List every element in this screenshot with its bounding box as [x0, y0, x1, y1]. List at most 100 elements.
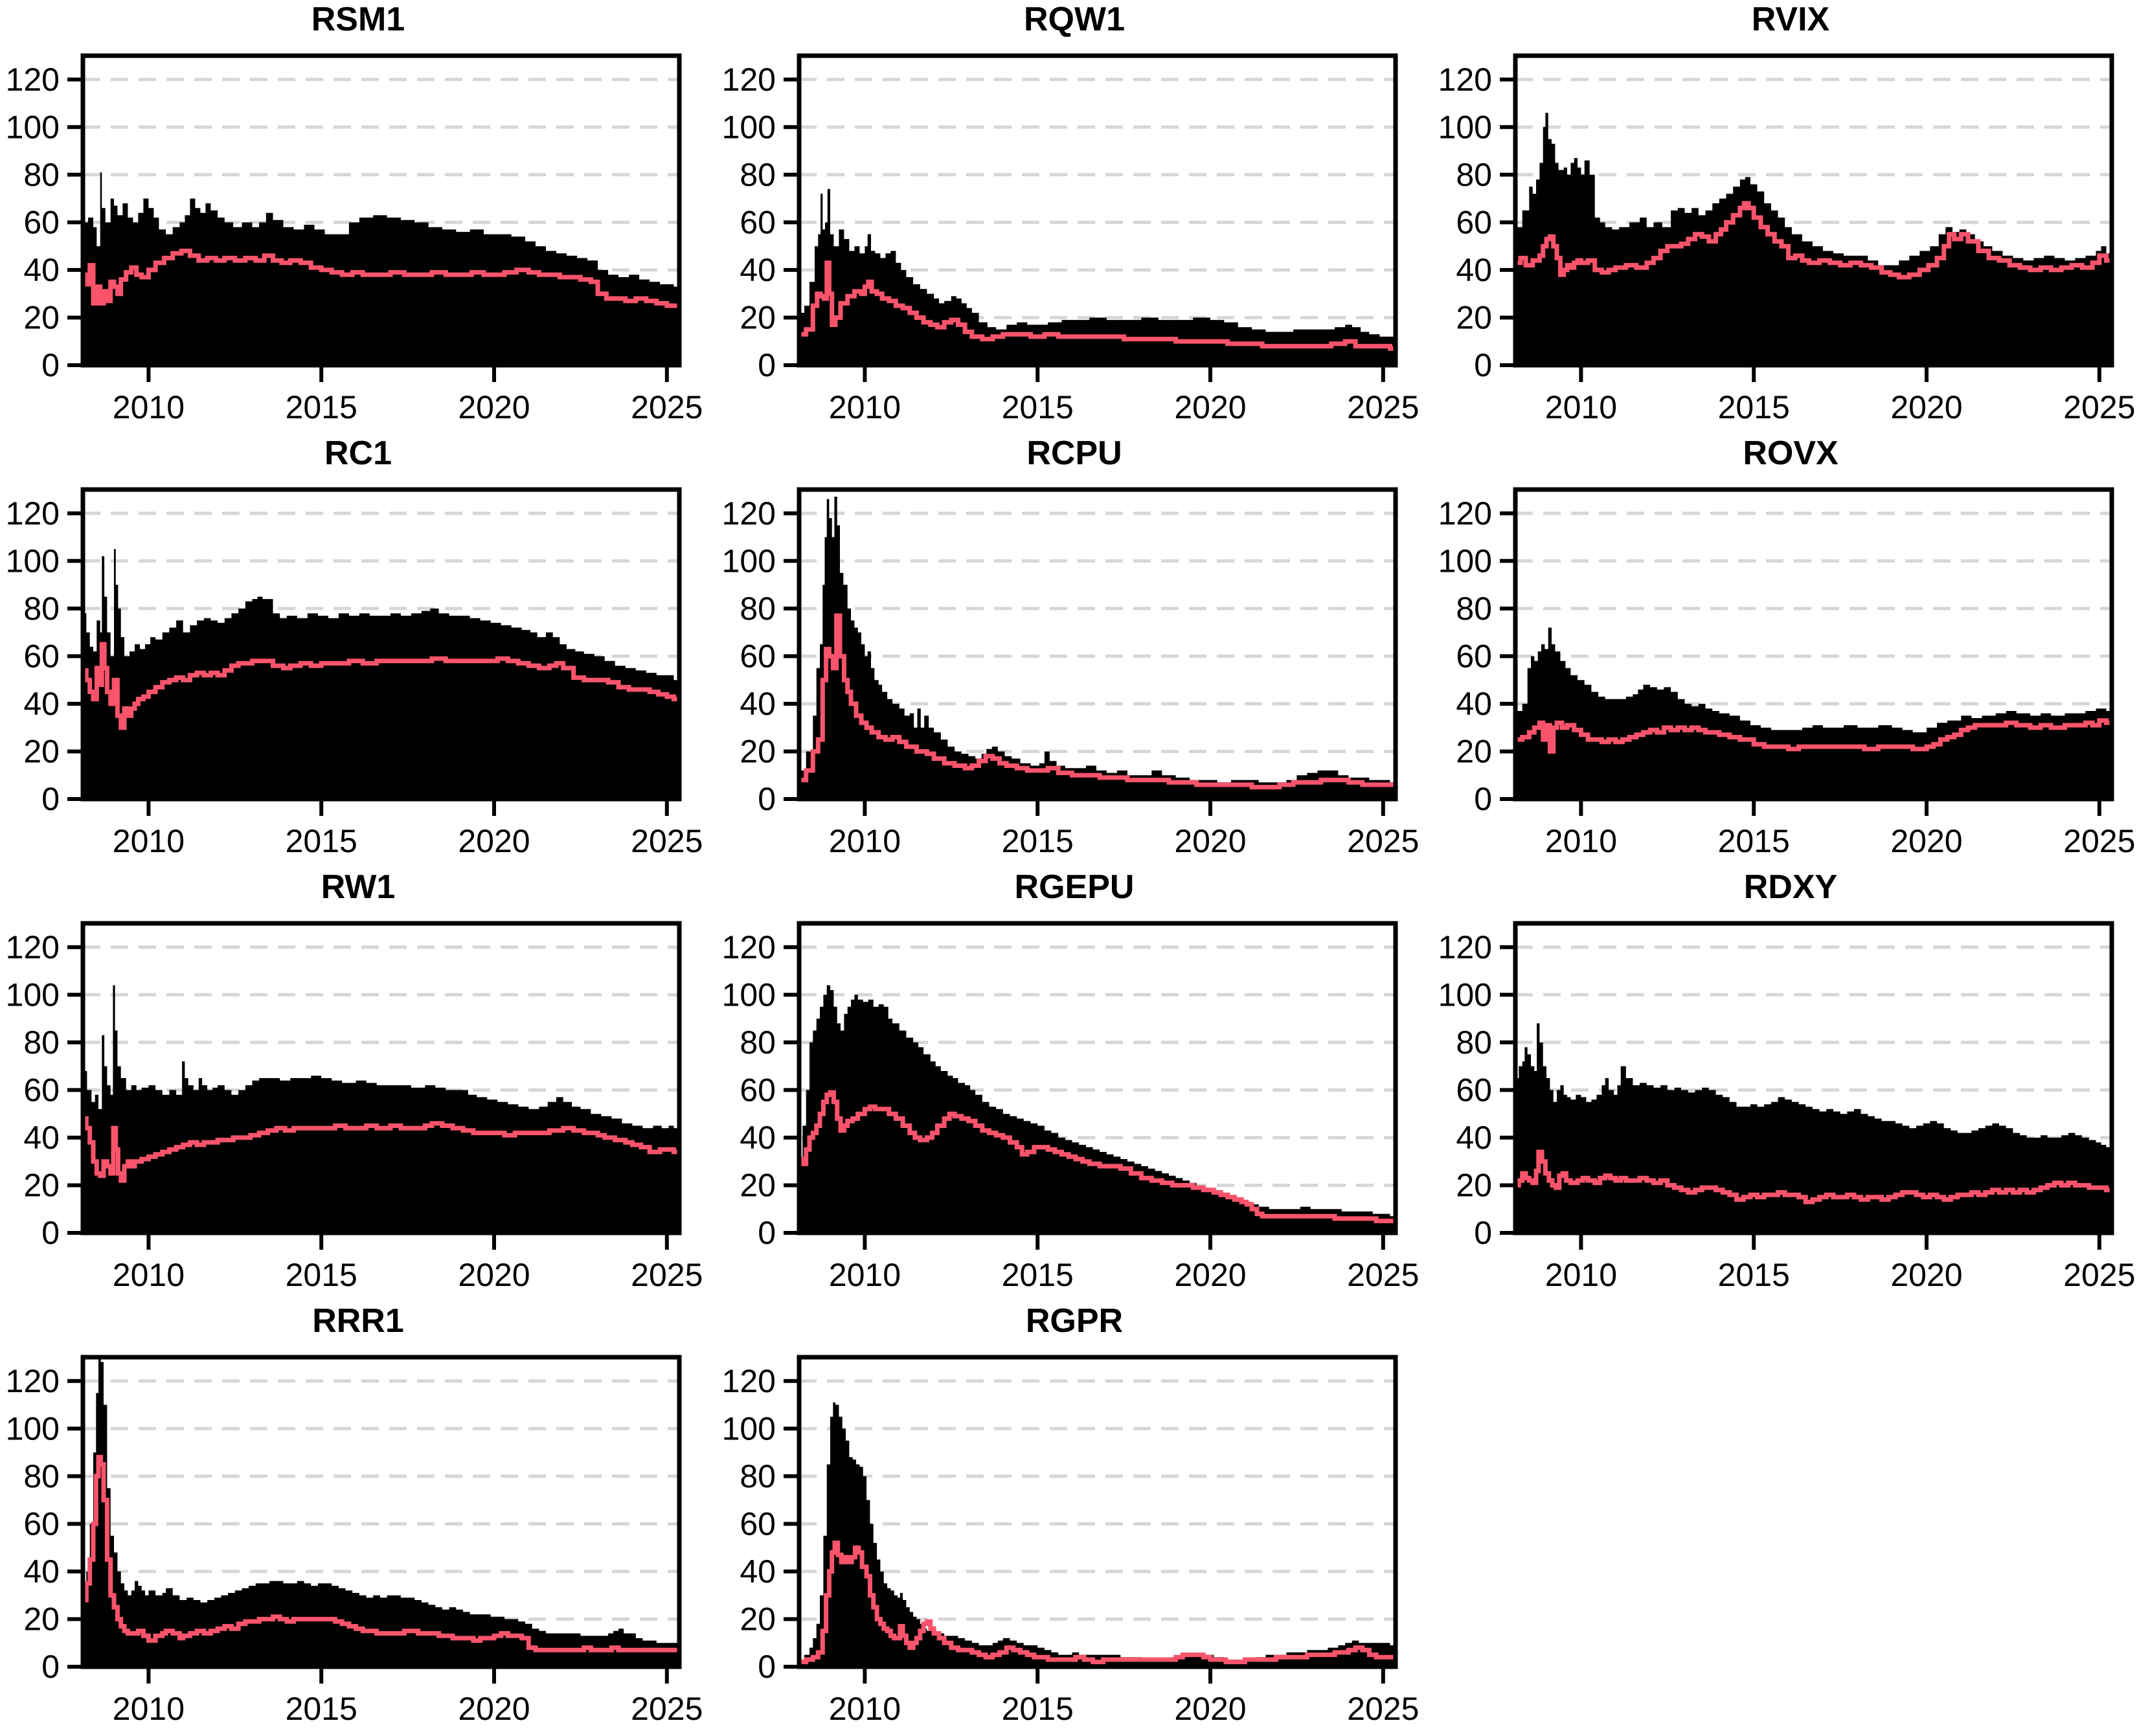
svg-text:20: 20	[1456, 300, 1492, 336]
svg-text:40: 40	[1456, 1120, 1492, 1156]
chart-title-rc1: RC1	[324, 434, 392, 472]
chart-canvas-rsm1: 0 20 40 60 80 100 120 2010 2015 2020 2025	[6, 53, 703, 425]
svg-text:2015: 2015	[286, 389, 357, 425]
svg-text:20: 20	[23, 1167, 60, 1204]
svg-text:60: 60	[740, 1505, 776, 1542]
svg-text:0: 0	[41, 347, 60, 383]
svg-text:60: 60	[23, 638, 60, 674]
empty-cell	[1432, 1302, 2149, 1735]
chart-title-rsm1: RSM1	[311, 1, 405, 38]
svg-text:80: 80	[23, 591, 60, 627]
chart-rgepu-cell: RGEPU 0 20 40 60 80 100 120 2010 2015 2020 2025	[716, 868, 1432, 1302]
chart-title-rw1: RW1	[321, 868, 396, 906]
svg-text:20: 20	[1456, 734, 1492, 770]
chart-canvas-rcpu: 0 20 40 60 80 100 120 2010 2015 2020 2025	[722, 487, 1419, 859]
svg-text:120: 120	[6, 929, 60, 965]
chart-title-rgpr: RGPR	[1025, 1302, 1124, 1340]
chart-canvas-rc1: 0 20 40 60 80 100 120 2010 2015 2020 2025	[6, 487, 703, 859]
svg-text:2020: 2020	[1174, 389, 1246, 425]
svg-text:100: 100	[6, 109, 60, 145]
chart-title-rdxy: RDXY	[1743, 868, 1838, 906]
svg-text:2020: 2020	[1174, 1257, 1246, 1293]
svg-text:40: 40	[1456, 252, 1492, 288]
svg-text:40: 40	[740, 686, 776, 722]
svg-text:2015: 2015	[1718, 823, 1790, 859]
chart-rrr1-cell: RRR1 0 20 40 60 80 100 120 2010 2015 2020 2025	[0, 1302, 716, 1735]
svg-text:0: 0	[758, 347, 776, 383]
svg-text:80: 80	[23, 157, 60, 193]
chart-rw1-cell: RW1 0 20 40 60 80 100 120 2010 2015 2020 2025	[0, 868, 716, 1302]
svg-text:60: 60	[1456, 638, 1492, 674]
svg-text:2020: 2020	[458, 389, 530, 425]
svg-text:2020: 2020	[458, 823, 530, 859]
svg-text:2015: 2015	[1718, 389, 1790, 425]
svg-text:0: 0	[1474, 781, 1492, 817]
svg-text:2015: 2015	[1002, 823, 1074, 859]
svg-text:2025: 2025	[2063, 823, 2135, 859]
svg-text:2025: 2025	[2063, 389, 2135, 425]
chart-rqw1-cell: RQW1 0 20 40 60 80 100 120 2010 2015 2020 2025	[716, 0, 1432, 434]
svg-text:0: 0	[758, 1649, 776, 1685]
chart-rc1-cell: RC1 0 20 40 60 80 100 120 2010 2015 2020 2025	[0, 434, 716, 868]
svg-text:40: 40	[1456, 686, 1492, 722]
svg-text:0: 0	[1474, 347, 1492, 383]
svg-text:20: 20	[740, 1167, 776, 1204]
chart-rsm1-cell: RSM1 0 20 40 60 80 100 120 2010 2015 2020 2025	[0, 0, 716, 434]
svg-text:2025: 2025	[631, 389, 703, 425]
svg-text:80: 80	[740, 1458, 776, 1494]
svg-text:100: 100	[1438, 976, 1492, 1013]
svg-text:2020: 2020	[1174, 1691, 1246, 1727]
chart-canvas-rvix: 0 20 40 60 80 100 120 2010 2015 2020 2025	[1438, 53, 2135, 425]
chart-title-rqw1: RQW1	[1024, 1, 1125, 38]
svg-text:80: 80	[1456, 591, 1492, 627]
svg-text:100: 100	[6, 543, 60, 579]
svg-text:60: 60	[1456, 204, 1492, 240]
svg-text:2010: 2010	[113, 1691, 185, 1727]
svg-text:80: 80	[740, 157, 776, 193]
svg-text:120: 120	[722, 929, 776, 965]
svg-text:20: 20	[1456, 1167, 1492, 1204]
chart-rvix-cell: RVIX 0 20 40 60 80 100 120 2010 2015 2020 2025	[1432, 0, 2149, 434]
svg-text:2010: 2010	[113, 389, 185, 425]
svg-text:2010: 2010	[1545, 389, 1617, 425]
svg-text:2020: 2020	[1174, 823, 1246, 859]
svg-text:0: 0	[41, 1215, 60, 1251]
chart-canvas-rgepu: 0 20 40 60 80 100 120 2010 2015 2020 2025	[722, 921, 1419, 1293]
svg-text:100: 100	[722, 543, 776, 579]
svg-text:2020: 2020	[458, 1257, 530, 1293]
svg-text:2015: 2015	[1002, 389, 1074, 425]
chart-canvas-rqw1: 0 20 40 60 80 100 120 2010 2015 2020 2025	[722, 53, 1419, 425]
chart-canvas-rovx: 0 20 40 60 80 100 120 2010 2015 2020 2025	[1438, 487, 2135, 859]
svg-text:100: 100	[1438, 109, 1492, 145]
svg-text:60: 60	[23, 1505, 60, 1542]
svg-text:20: 20	[23, 300, 60, 336]
svg-text:2020: 2020	[1890, 1257, 1962, 1293]
svg-text:2010: 2010	[113, 1257, 185, 1293]
svg-text:60: 60	[23, 204, 60, 240]
svg-text:40: 40	[740, 252, 776, 288]
svg-text:20: 20	[23, 1601, 60, 1638]
svg-text:20: 20	[740, 734, 776, 770]
svg-text:100: 100	[722, 109, 776, 145]
svg-text:2010: 2010	[829, 389, 901, 425]
svg-text:2010: 2010	[829, 1691, 901, 1727]
svg-text:2020: 2020	[1890, 823, 1962, 859]
svg-text:40: 40	[23, 252, 60, 288]
svg-text:2025: 2025	[631, 823, 703, 859]
chart-canvas-rw1: 0 20 40 60 80 100 120 2010 2015 2020 2025	[6, 921, 703, 1293]
svg-text:40: 40	[23, 1120, 60, 1156]
svg-text:2015: 2015	[286, 823, 357, 859]
svg-text:60: 60	[1456, 1072, 1492, 1108]
chart-rovx-cell: ROVX 0 20 40 60 80 100 120 2010 2015 2020 2025	[1432, 434, 2149, 868]
svg-text:60: 60	[740, 204, 776, 240]
svg-text:2025: 2025	[631, 1257, 703, 1293]
svg-text:100: 100	[722, 1410, 776, 1447]
svg-text:0: 0	[758, 781, 776, 817]
svg-text:40: 40	[23, 1553, 60, 1590]
svg-text:2010: 2010	[829, 823, 901, 859]
svg-text:120: 120	[1438, 62, 1492, 98]
svg-text:40: 40	[740, 1120, 776, 1156]
svg-text:2015: 2015	[1718, 1257, 1790, 1293]
svg-text:0: 0	[41, 781, 60, 817]
